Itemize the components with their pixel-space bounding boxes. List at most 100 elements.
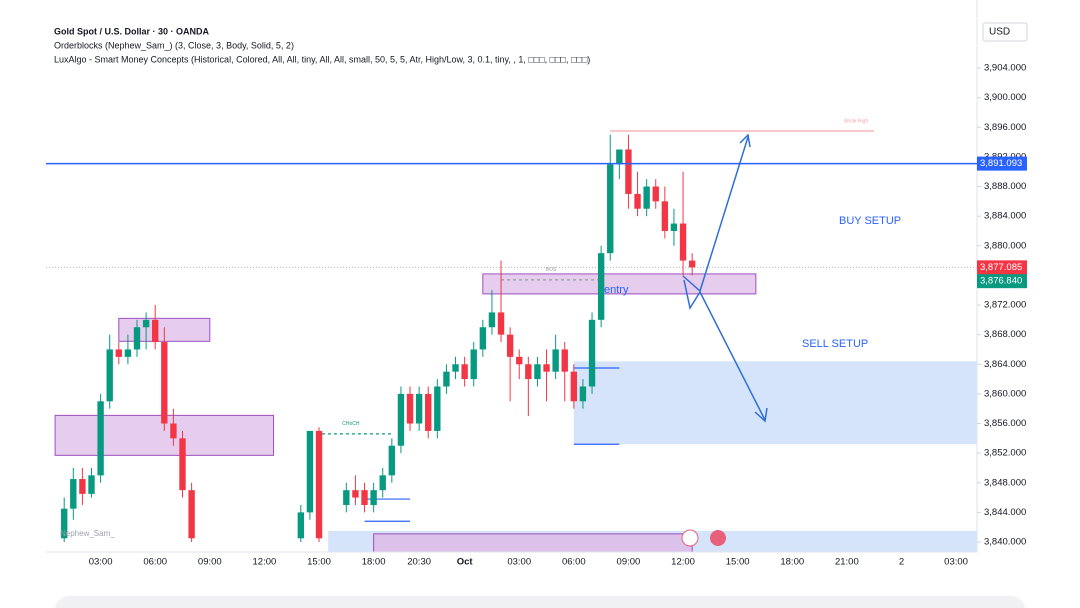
event-icon[interactable] (710, 530, 726, 546)
watermark: Nephew_Sam_ (60, 529, 115, 538)
zone (573, 361, 977, 445)
x-tick-label: 03:00 (944, 557, 968, 568)
candle-body (516, 356, 523, 365)
x-tick-label: 06:00 (562, 557, 586, 568)
candle-body (452, 364, 459, 372)
candle-body (88, 475, 95, 494)
y-tick-label: 3,852.000 (984, 448, 1026, 459)
zone (482, 273, 757, 295)
price-tag-label: 3,877.085 (980, 262, 1022, 273)
candle-body (142, 319, 150, 328)
candle-body (534, 364, 541, 380)
annotation: entry (604, 284, 629, 296)
y-tick-label: 3,880.000 (984, 240, 1026, 251)
candle-body (170, 423, 177, 439)
annotation: BUY SETUP (839, 215, 901, 227)
candle-body (688, 260, 696, 268)
candle-body (607, 164, 614, 254)
candle-body (61, 508, 68, 539)
x-tick-label: 03:00 (507, 557, 531, 568)
candle-body (679, 223, 687, 261)
candle-body (552, 349, 559, 372)
candle-body (661, 201, 669, 231)
candle-body (315, 430, 323, 539)
bottom-panel (55, 596, 1025, 608)
plot-area (46, 130, 977, 552)
x-tick-label: 12:00 (253, 557, 277, 568)
candle-body (543, 364, 550, 372)
zone (373, 533, 693, 552)
candle-body (479, 327, 487, 350)
x-tick-label: 20:30 (407, 557, 431, 568)
x-tick-label: 18:00 (780, 557, 804, 568)
currency: USD (989, 27, 1010, 38)
candle-body (361, 490, 368, 505)
indicator-label: LuxAlgo - Smart Money Concepts (Historic… (54, 54, 590, 64)
x-tick-label: 09:00 (617, 557, 641, 568)
candle-body (370, 490, 377, 505)
x-tick-label: Oct (457, 557, 474, 568)
candle-body (161, 342, 168, 424)
y-tick-label: 3,848.000 (984, 477, 1026, 488)
candle-body (579, 386, 587, 402)
candle-body (625, 149, 632, 194)
candle-body (470, 349, 477, 380)
candle-body (188, 490, 195, 539)
candle-body (397, 393, 405, 446)
candle-body (415, 393, 423, 424)
y-tick-label: 3,868.000 (984, 329, 1026, 340)
candle-body (70, 479, 77, 509)
arrow-head (754, 407, 768, 423)
candle-body (570, 371, 578, 402)
candle-body (97, 401, 104, 476)
y-tick-label: 3,888.000 (984, 181, 1026, 192)
event-icon[interactable] (681, 529, 699, 547)
y-tick-label: 3,840.000 (984, 537, 1026, 548)
candle-body (152, 319, 159, 343)
candle-body (343, 490, 350, 505)
buy-arrow (682, 136, 749, 293)
candle-body (588, 319, 596, 387)
price-tag (977, 156, 1027, 171)
y-tick-label: 3,860.000 (984, 388, 1026, 399)
candle-body (306, 430, 314, 513)
candle-body (497, 312, 505, 335)
annotation: SELL SETUP (802, 338, 868, 350)
price-tag-label: 3,876.840 (980, 276, 1022, 287)
currency-box[interactable] (982, 22, 1028, 42)
price-tag (977, 274, 1027, 289)
candle-body (406, 393, 414, 424)
candle-body (616, 149, 623, 165)
x-tick-label: 18:00 (362, 557, 386, 568)
y-tick-label: 3,904.000 (984, 63, 1026, 74)
candle-body (352, 490, 359, 498)
candle-body (379, 475, 386, 491)
candle-body (643, 186, 650, 209)
candle-body (388, 445, 396, 476)
candle-body (561, 349, 568, 372)
level-label: CHoCH (342, 421, 360, 427)
arrow-head (739, 133, 751, 148)
y-tick-label: 3,872.000 (984, 300, 1026, 311)
candle-body (652, 186, 659, 202)
y-tick-label: 3,896.000 (984, 122, 1026, 133)
candle-body (124, 349, 132, 357)
candle-body (179, 438, 186, 491)
candle-body (115, 349, 122, 357)
chart-title: Gold Spot / U.S. Dollar · 30 · OANDA (54, 26, 210, 36)
price-tag-label: 3,891.093 (980, 158, 1022, 169)
x-tick-label: 09:00 (198, 557, 222, 568)
candle-body (297, 512, 305, 539)
indicator-label: Orderblocks (Nephew_Sam_) (3, Close, 3, … (54, 40, 294, 50)
y-tick-label: 3,884.000 (984, 211, 1026, 222)
candle-body (597, 253, 605, 320)
candle-body (443, 371, 450, 387)
x-tick-label: 15:00 (726, 557, 750, 568)
candle-body (434, 386, 441, 431)
candle-body (634, 193, 641, 209)
y-tick-label: 3,844.000 (984, 507, 1026, 518)
candle-body (525, 364, 532, 380)
y-tick-label: 3,864.000 (984, 359, 1026, 370)
x-tick-label: 2 (899, 557, 904, 568)
